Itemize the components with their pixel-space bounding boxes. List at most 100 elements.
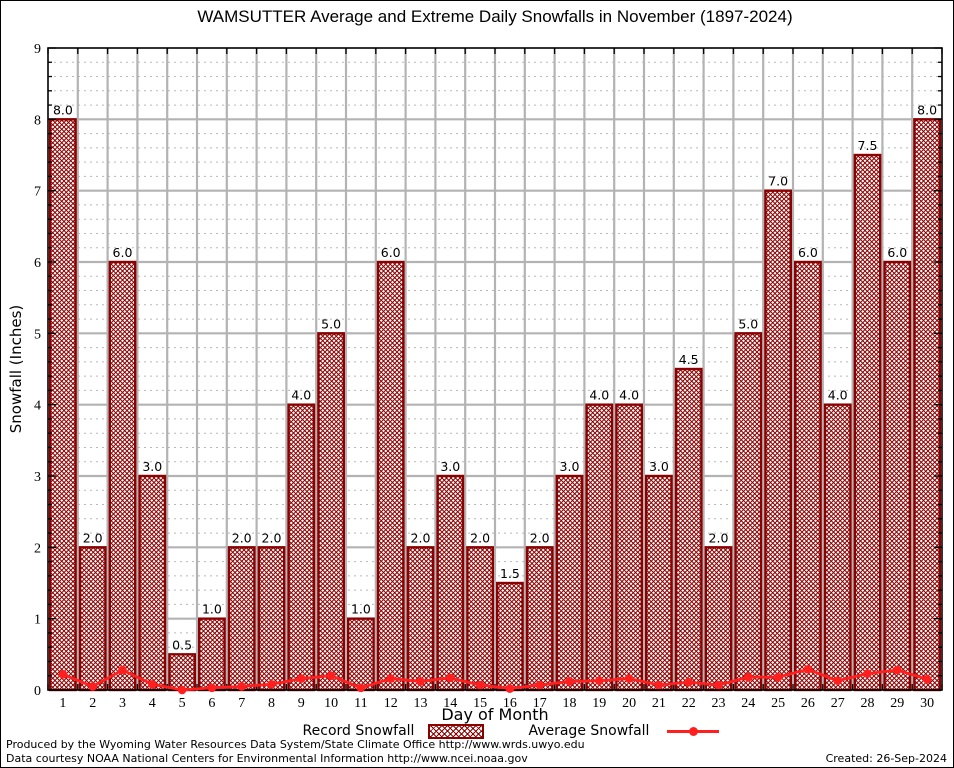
y-tick-label: 9 xyxy=(34,42,41,57)
bar-value-label: 1.0 xyxy=(351,602,371,617)
bar-value-label: 4.0 xyxy=(828,388,848,403)
x-tick-label: 14 xyxy=(443,696,457,711)
x-tick-label: 25 xyxy=(771,696,785,711)
y-tick-label: 1 xyxy=(34,613,41,628)
y-tick-label: 0 xyxy=(34,684,41,699)
record-bar xyxy=(525,546,554,692)
axis-layer xyxy=(47,47,943,691)
record-bar xyxy=(645,474,673,692)
bar-value-label: 2.0 xyxy=(262,530,282,545)
y-axis-title: Snowfall (Inches) xyxy=(7,304,25,434)
x-tick-label: 3 xyxy=(119,696,126,711)
record-bar xyxy=(585,403,614,692)
bar-value-label: 5.0 xyxy=(321,316,341,331)
average-snowfall-point xyxy=(773,672,783,682)
record-snowfall-swatch-icon xyxy=(428,723,485,739)
y-tick-label: 2 xyxy=(34,541,41,556)
x-tick-label: 24 xyxy=(741,696,755,711)
x-tick-label: 8 xyxy=(268,696,275,711)
x-tick-label: 18 xyxy=(563,696,577,711)
record-bar xyxy=(496,581,524,692)
average-snowfall-line-icon xyxy=(667,725,720,737)
bar-value-label: 6.0 xyxy=(113,245,133,260)
average-snowfall-point xyxy=(386,674,396,683)
x-tick-label: 7 xyxy=(238,696,245,711)
y-tick-label: 6 xyxy=(34,256,41,271)
average-snowfall-point xyxy=(237,682,246,691)
bar-value-label: 4.5 xyxy=(679,352,699,367)
record-bar xyxy=(257,546,286,692)
record-bar xyxy=(347,617,375,692)
record-bar xyxy=(853,153,882,692)
average-snowfall-point xyxy=(148,679,157,689)
x-tick-label: 5 xyxy=(179,696,186,711)
x-tick-label: 16 xyxy=(503,696,517,711)
record-bar xyxy=(466,546,494,692)
record-bar xyxy=(555,474,584,692)
bar-value-label: 2.0 xyxy=(411,530,431,545)
legend-record-label: Record Snowfall xyxy=(302,723,415,739)
average-snowfall-point xyxy=(833,676,842,686)
record-bar xyxy=(406,546,435,692)
record-bar xyxy=(108,260,137,692)
average-snowfall-point xyxy=(58,670,68,679)
bar-value-label: 3.0 xyxy=(649,459,669,474)
record-bar xyxy=(436,474,465,692)
average-snowfall-point xyxy=(177,685,187,695)
y-tick-label: 7 xyxy=(34,185,41,200)
record-bar xyxy=(287,403,316,692)
average-snowfall-point xyxy=(714,680,723,690)
bar-value-label: 1.0 xyxy=(202,602,222,617)
bar-value-label: 2.0 xyxy=(470,530,490,545)
x-tick-label: 6 xyxy=(208,696,215,711)
record-bar xyxy=(794,260,822,692)
x-tick-label: 1 xyxy=(59,696,66,711)
x-tick-label: 23 xyxy=(712,696,726,711)
record-bar xyxy=(823,403,852,692)
x-axis-title: Day of Month xyxy=(441,705,549,724)
average-snowfall-point xyxy=(446,673,455,683)
y-tick-label: 3 xyxy=(34,470,41,485)
record-bar xyxy=(138,474,167,692)
x-tick-label: 11 xyxy=(354,696,367,711)
average-snowfall-point xyxy=(803,665,813,674)
bar-value-label: 5.0 xyxy=(738,316,758,331)
bar-value-label: 6.0 xyxy=(798,245,818,260)
x-tick-label: 9 xyxy=(298,696,305,711)
average-snowfall-point xyxy=(565,677,574,686)
x-tick-label: 29 xyxy=(890,696,904,711)
record-bar xyxy=(317,332,345,692)
record-bar xyxy=(883,260,912,692)
average-snowfall-point xyxy=(475,680,485,690)
bar-value-label: 4.0 xyxy=(291,388,311,403)
x-tick-label: 4 xyxy=(149,696,156,711)
record-bar xyxy=(168,653,196,692)
x-tick-label: 10 xyxy=(324,696,338,711)
x-tick-label: 22 xyxy=(682,696,696,711)
average-snowfall-point xyxy=(624,674,634,683)
bar-value-label: 1.5 xyxy=(500,566,520,581)
record-bar xyxy=(734,332,763,692)
average-snowfall-point xyxy=(267,679,276,689)
average-snowfall-point xyxy=(88,682,97,691)
y-tick-label: 5 xyxy=(34,327,41,342)
average-snowfall-line xyxy=(62,667,928,692)
record-bar xyxy=(78,546,107,692)
average-snowfall-point xyxy=(118,665,127,675)
bar-value-label: 2.0 xyxy=(709,530,729,545)
bar-value-label: 3.0 xyxy=(560,459,580,474)
bar-value-label: 2.0 xyxy=(232,530,252,545)
average-snowfall-point xyxy=(922,675,932,684)
x-tick-label: 28 xyxy=(861,696,875,711)
x-tick-label: 15 xyxy=(473,696,487,711)
bar-value-label: 4.0 xyxy=(619,388,639,403)
average-snowfall-point xyxy=(297,674,306,683)
x-tick-label: 12 xyxy=(384,696,398,711)
bar-value-label: 3.0 xyxy=(440,459,460,474)
x-tick-label: 26 xyxy=(801,696,815,711)
footer-courtesy-row: Data courtesy NOAA National Centers for … xyxy=(6,752,947,765)
record-bar xyxy=(764,189,793,692)
x-tick-label: 17 xyxy=(533,696,547,711)
footer-data-courtesy: Data courtesy NOAA National Centers for … xyxy=(6,752,528,765)
